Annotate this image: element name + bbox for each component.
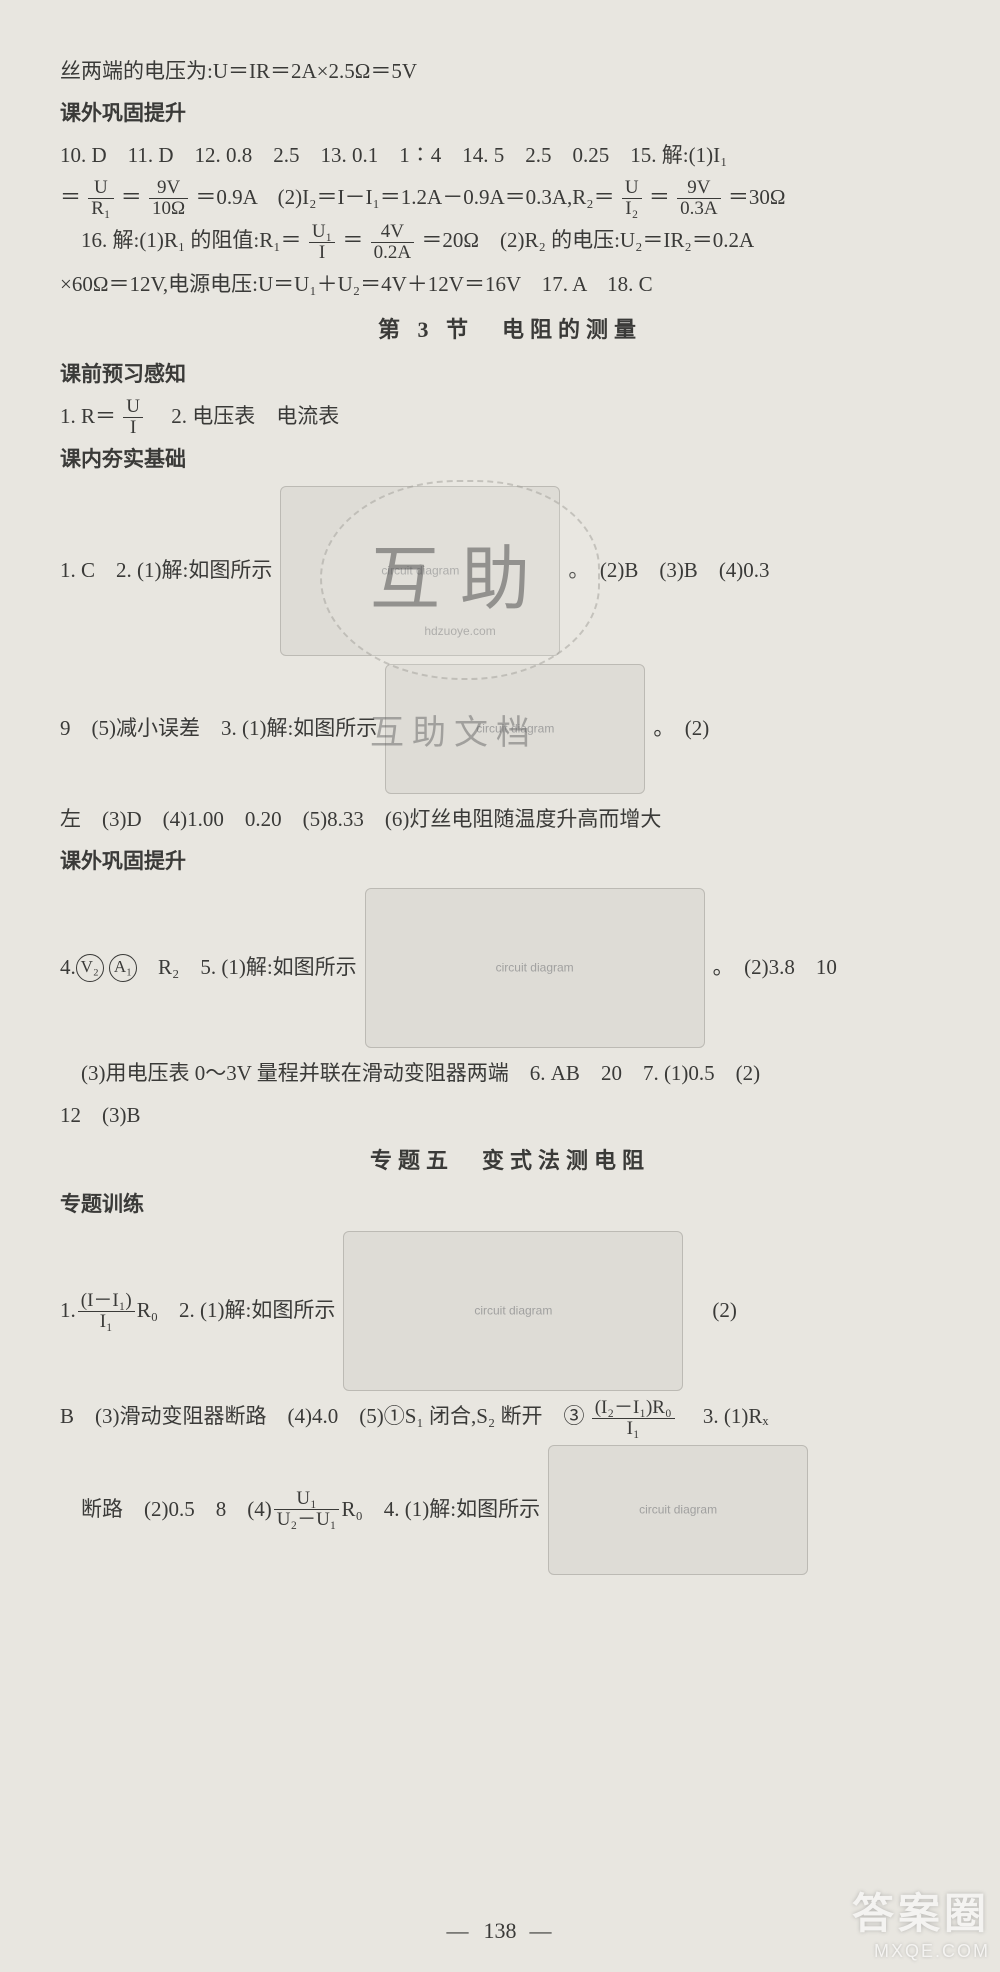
text: 。 (2)3.8 10: [713, 948, 837, 988]
s1-line2: ＝ U R₁ ＝ 9V 10Ω ＝0.9A (2)I₂＝I－I₁＝1.2A－0.…: [60, 178, 960, 220]
s2-q4-row: 4. V₂ A₁ R₂ 5. (1)解:如图所示 。 (2)3.8 10: [60, 884, 960, 1052]
s1-line3: 16. 解:(1)R₁ 的阻值:R₁＝ U₁ I ＝ 4V 0.2A ＝20Ω …: [60, 221, 960, 263]
section-2-title: 第 3 节 电阻的测量: [60, 309, 960, 351]
logo-text: 答案圈: [852, 1880, 990, 1941]
logo-url: MXQE.COM: [852, 1941, 990, 1962]
text: ＝0.9A (2)I₂＝I－I₁＝1.2A－0.9A＝0.3A,R₂＝: [195, 185, 614, 209]
circuit-diagram: [280, 486, 560, 656]
text: (2): [691, 1291, 737, 1331]
text: ＝: [342, 228, 363, 252]
s2-q2-row: 9 (5)减小误差 3. (1)解:如图所示 。 (2): [60, 660, 960, 798]
dash-icon: —: [522, 1918, 554, 1943]
fraction: U₁ I: [309, 222, 335, 263]
page-number-value: 138: [484, 1918, 517, 1943]
s3-l2: B (3)滑动变阻器断路 (4)4.0 (5)①S₁ 闭合,S₂ 断开 ③ (I…: [60, 1397, 960, 1439]
s3-l1-row: 1. (I－I₁) I₁ R₀ 2. (1)解:如图所示 (2): [60, 1227, 960, 1395]
circled-symbol-a1: A₁: [109, 954, 137, 982]
text: 3. (1)Rₓ: [682, 1404, 769, 1428]
sub-heading: 课前预习感知: [60, 355, 960, 395]
text: ＝: [121, 185, 142, 209]
corner-logo: 答案圈 MXQE.COM: [852, 1880, 990, 1962]
s3-l3-row: 断路 (2)0.5 8 (4) U₁ U₂－U₁ R₀ 4. (1)解:如图所示: [60, 1441, 960, 1579]
fraction: 4V 0.2A: [371, 222, 414, 263]
text: 9 (5)减小误差 3. (1)解:如图所示: [60, 709, 377, 749]
sub-heading: 课内夯实基础: [60, 440, 960, 480]
circled-symbol-v2: V₂: [76, 954, 104, 982]
text: ＝20Ω (2)R₂ 的电压:U₂＝IR₂＝0.2A: [421, 228, 754, 252]
fraction: U R₁: [88, 178, 113, 219]
fraction: 9V 0.3A: [677, 178, 720, 219]
sub-heading: 专题训练: [60, 1185, 960, 1225]
circuit-diagram: [343, 1231, 683, 1391]
fraction: (I₂－I₁)R₀ I₁: [592, 1398, 675, 1439]
text: ＝: [60, 185, 81, 209]
s2-line1: 1. R＝ U I 2. 电压表 电流表: [60, 397, 960, 439]
text: 1.: [60, 1291, 76, 1331]
text: R₀ 2. (1)解:如图所示: [137, 1291, 336, 1331]
fraction: U I: [123, 397, 143, 438]
text: 1. C 2. (1)解:如图所示: [60, 551, 272, 591]
fraction: U I₂: [622, 178, 642, 219]
text: 。 (2)B (3)B (4)0.3: [568, 551, 769, 591]
text: B (3)滑动变阻器断路 (4)4.0 (5)①S₁ 闭合,S₂ 断开 ③: [60, 1404, 584, 1428]
text: 断路 (2)0.5 8 (4): [60, 1490, 272, 1530]
text: ＝: [649, 185, 670, 209]
s2-q3: 左 (3)D (4)1.00 0.20 (5)8.33 (6)灯丝电阻随温度升高…: [60, 800, 960, 840]
text: 16. 解:(1)R₁ 的阻值:R₁＝: [60, 228, 302, 252]
text: 2. 电压表 电流表: [150, 404, 339, 428]
s2-q5: (3)用电压表 0～3V 量程并联在滑动变阻器两端 6. AB 20 7. (1…: [60, 1054, 960, 1094]
top-continuation: 丝两端的电压为:U＝IR＝2A×2.5Ω＝5V: [60, 52, 960, 92]
text: 。 (2): [653, 709, 709, 749]
text: 1. R＝: [60, 404, 116, 428]
s1-line4: ×60Ω＝12V,电源电压:U＝U₁＋U₂＝4V＋12V＝16V 17. A 1…: [60, 265, 960, 305]
text: 4.: [60, 948, 76, 988]
page-content: 丝两端的电压为:U＝IR＝2A×2.5Ω＝5V 课外巩固提升 10. D 11.…: [60, 50, 960, 1912]
s2-q6: 12 (3)B: [60, 1096, 960, 1136]
fraction: U₁ U₂－U₁: [274, 1489, 340, 1530]
circuit-diagram: [385, 664, 645, 794]
circuit-diagram: [548, 1445, 808, 1575]
text: ＝30Ω: [728, 185, 786, 209]
fraction: (I－I₁) I₁: [78, 1291, 135, 1332]
fraction: 9V 10Ω: [149, 178, 188, 219]
text: R₀ 4. (1)解:如图所示: [341, 1490, 540, 1530]
sub-heading: 课外巩固提升: [60, 842, 960, 882]
circuit-diagram: [365, 888, 705, 1048]
dash-icon: —: [447, 1918, 479, 1943]
page-number: — 138 —: [0, 1918, 1000, 1944]
section-header-1: 课外巩固提升: [60, 94, 960, 134]
section-3-title: 专题五 变式法测电阻: [60, 1140, 960, 1182]
text: R₂ 5. (1)解:如图所示: [137, 948, 357, 988]
s1-line1: 10. D 11. D 12. 0.8 2.5 13. 0.1 1∶4 14. …: [60, 136, 960, 176]
s2-q1-row: 1. C 2. (1)解:如图所示 。 (2)B (3)B (4)0.3: [60, 482, 960, 660]
